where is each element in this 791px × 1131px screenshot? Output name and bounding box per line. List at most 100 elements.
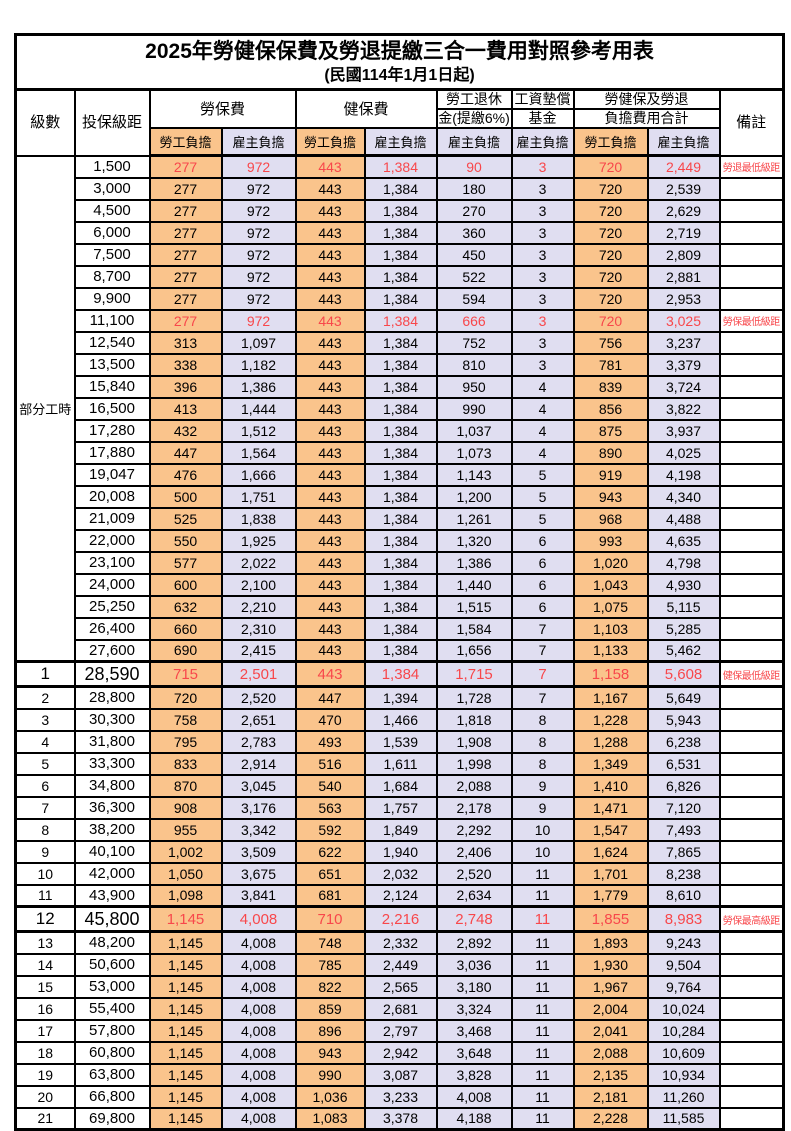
health-ins-employer-cell: 1,384 — [363, 308, 438, 333]
total-employer-cell: 10,934 — [646, 1062, 721, 1087]
labor-ins-employer-cell: 2,651 — [220, 707, 297, 732]
total-employee-cell: 720 — [572, 264, 649, 289]
total-employer-cell: 2,449 — [646, 154, 721, 179]
labor-ins-employer-cell: 1,444 — [220, 396, 297, 421]
salary-bracket-cell: 22,000 — [73, 528, 151, 553]
remark-cell — [718, 374, 785, 399]
level-cell: 3 — [14, 707, 76, 732]
labor-ins-employee-cell: 715 — [148, 660, 223, 688]
labor-ins-employer-cell: 972 — [220, 286, 297, 311]
labor-ins-employee-cell: 277 — [148, 220, 223, 245]
health-ins-employee-cell: 443 — [294, 154, 366, 179]
labor-ins-employee-cell: 396 — [148, 374, 223, 399]
total-employee-cell: 839 — [572, 374, 649, 399]
table-row: 26,400 660 2,310 443 1,384 1,584 7 1,103 5,285 — [16, 616, 785, 641]
health-ins-employee-cell: 493 — [294, 729, 366, 754]
page-subtitle: (民國114年1月1日起) — [324, 66, 475, 84]
labor-ins-employer-cell: 4,008 — [220, 1040, 297, 1065]
salary-bracket-cell: 30,300 — [73, 707, 151, 732]
total-employer-cell: 5,943 — [646, 707, 721, 732]
remark-cell: 勞退最低級距 — [718, 154, 785, 179]
health-ins-employer-cell: 1,384 — [363, 418, 438, 443]
total-employee-cell: 2,135 — [572, 1062, 649, 1087]
salary-bracket-cell: 43,900 — [73, 883, 151, 908]
labor-ins-employer-cell: 4,008 — [220, 996, 297, 1021]
wage-fund-employer-cell: 11 — [510, 1018, 575, 1043]
salary-bracket-cell: 1,500 — [73, 154, 151, 179]
health-ins-employer-cell: 2,332 — [363, 930, 438, 955]
table-row: 15 53,000 1,145 4,008 822 2,565 3,180 11 1,967 9,… — [14, 974, 785, 999]
total-employer-cell: 7,493 — [646, 817, 721, 842]
total-employee-cell: 1,779 — [572, 883, 649, 908]
table-row: 6,000 277 972 443 1,384 360 3 720 2,719 — [16, 220, 785, 245]
labor-ins-employer-cell: 2,100 — [220, 572, 297, 597]
labor-ins-employee-cell: 1,145 — [148, 1062, 223, 1087]
table-row: 20,008 500 1,751 443 1,384 1,200 5 943 4,340 — [16, 484, 785, 509]
health-ins-employer-cell: 1,384 — [363, 264, 438, 289]
labor-ins-employer-cell: 1,751 — [220, 484, 297, 509]
remark-cell — [718, 462, 785, 487]
salary-bracket-cell: 3,000 — [73, 176, 151, 201]
health-ins-employee-cell: 592 — [294, 817, 366, 842]
labor-ins-employer-cell: 972 — [220, 198, 297, 223]
labor-ins-employer-cell: 3,675 — [220, 861, 297, 886]
salary-bracket-cell: 28,800 — [73, 685, 151, 710]
labor-ins-employee-cell: 600 — [148, 572, 223, 597]
labor-ins-employee-cell: 1,145 — [148, 1084, 223, 1109]
remark-cell — [718, 707, 785, 732]
total-employer-cell: 4,488 — [646, 506, 721, 531]
salary-bracket-cell: 57,800 — [73, 1018, 151, 1043]
wage-fund-employer-cell: 7 — [510, 660, 575, 688]
labor-ins-employer-cell: 972 — [220, 308, 297, 333]
level-cell: 14 — [14, 952, 76, 977]
wage-fund-employer-cell: 11 — [510, 952, 575, 977]
table-body: 部分工時 1,500 277 972 443 1,384 90 3 720 2,449 勞退最低級距… — [14, 154, 785, 1131]
health-ins-employee-cell: 443 — [294, 264, 366, 289]
salary-bracket-cell: 33,300 — [73, 751, 151, 776]
health-ins-employee-cell: 1,083 — [294, 1106, 366, 1131]
health-ins-employee-cell: 990 — [294, 1062, 366, 1087]
labor-ins-employee-cell: 432 — [148, 418, 223, 443]
wage-fund-employer-cell: 4 — [510, 396, 575, 421]
wage-fund-employer-cell: 11 — [510, 1062, 575, 1087]
table-row: 8,700 277 972 443 1,384 522 3 720 2,881 — [16, 264, 785, 289]
labor-ins-employee-cell: 690 — [148, 638, 223, 663]
remark-cell: 健保最低級距 — [718, 660, 785, 688]
salary-bracket-cell: 60,800 — [73, 1040, 151, 1065]
salary-bracket-cell: 45,800 — [73, 905, 151, 933]
table-row: 12 45,800 1,145 4,008 710 2,216 2,748 11 1,855 8,… — [14, 905, 785, 933]
health-ins-employer-cell: 2,124 — [363, 883, 438, 908]
health-ins-employer-cell: 3,233 — [363, 1084, 438, 1109]
health-ins-employee-cell: 447 — [294, 685, 366, 710]
labor-ins-employee-cell: 1,145 — [148, 1018, 223, 1043]
remark-cell — [718, 506, 785, 531]
salary-bracket-cell: 19,047 — [73, 462, 151, 487]
labor-ins-employer-cell: 2,783 — [220, 729, 297, 754]
health-ins-employer-cell: 1,384 — [363, 286, 438, 311]
remark-cell — [718, 729, 785, 754]
remark-cell — [718, 330, 785, 355]
remark-cell — [718, 198, 785, 223]
level-cell: 11 — [14, 883, 76, 908]
level-cell: 10 — [14, 861, 76, 886]
health-ins-employer-cell: 1,384 — [363, 330, 438, 355]
health-ins-employee-cell: 681 — [294, 883, 366, 908]
total-employer-cell: 4,025 — [646, 440, 721, 465]
labor-ins-employee-cell: 1,145 — [148, 1040, 223, 1065]
table-row: 6 34,800 870 3,045 540 1,684 2,088 9 1,410 6,826 — [14, 773, 785, 798]
table-row: 23,100 577 2,022 443 1,384 1,386 6 1,020 4,798 — [16, 550, 785, 575]
remark-cell — [718, 996, 785, 1021]
level-cell: 8 — [14, 817, 76, 842]
remark-cell — [718, 528, 785, 553]
total-employee-cell: 1,855 — [572, 905, 649, 933]
total-employer-cell: 2,809 — [646, 242, 721, 267]
labor-ins-employee-cell: 1,002 — [148, 839, 223, 864]
table-row: 12,540 313 1,097 443 1,384 752 3 756 3,237 — [16, 330, 785, 355]
table-row: 13 48,200 1,145 4,008 748 2,332 2,892 11 1,893 9,… — [14, 930, 785, 955]
wage-fund-employer-cell: 3 — [510, 330, 575, 355]
labor-ins-employee-cell: 277 — [148, 242, 223, 267]
total-employee-cell: 1,624 — [572, 839, 649, 864]
health-ins-employee-cell: 443 — [294, 286, 366, 311]
title-cell: 2025年勞健保保費及勞退提繳三合一費用對照參考用表 (民國114年1月1日起) — [14, 33, 785, 91]
total-employee-cell: 781 — [572, 352, 649, 377]
